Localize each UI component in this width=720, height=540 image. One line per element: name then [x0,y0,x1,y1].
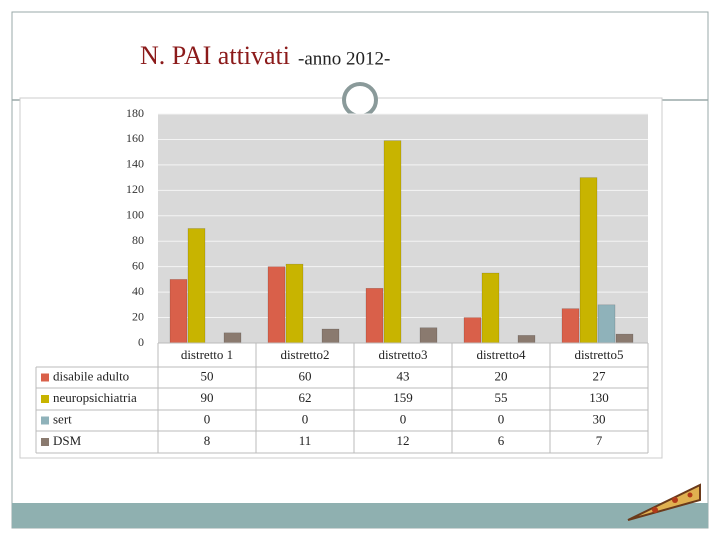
footer-bar [12,503,708,528]
pizza-icon [627,483,701,521]
bar [463,317,482,344]
x-tick-label: distretto4 [476,347,526,362]
bar [169,279,188,344]
table-value: 130 [589,390,609,405]
bar [383,140,402,344]
y-tick-label: 180 [126,106,144,120]
plot-area [158,114,648,343]
table-value: 12 [397,433,410,448]
y-tick-label: 160 [126,131,144,145]
legend-label: neuropsichiatria [53,390,137,405]
table-value: 90 [201,390,214,405]
y-tick-label: 140 [126,157,144,171]
y-tick-label: 60 [132,258,144,272]
legend-label: disabile adulto [53,368,129,383]
table-value: 55 [495,390,508,405]
bar [365,288,384,344]
x-tick-label: distretto5 [574,347,623,362]
y-tick-label: 100 [126,208,144,222]
bar [285,263,304,344]
table-value: 6 [498,433,505,448]
bar [579,177,598,344]
table-value: 159 [393,390,413,405]
bar [187,228,206,344]
table-value: 7 [596,433,603,448]
table-value: 8 [204,433,211,448]
bar [481,272,500,344]
legend-label: DSM [53,433,82,448]
y-tick-label: 20 [132,309,144,323]
y-tick-label: 0 [138,335,144,349]
chart-subtitle: -anno 2012- [298,48,390,69]
bar [615,333,634,344]
bar [517,335,536,344]
x-tick-label: distretto 1 [181,347,233,362]
y-tick-label: 40 [132,284,144,298]
bar [561,308,580,344]
legend-swatch [41,438,49,446]
table-value: 30 [593,411,606,426]
legend-swatch [41,395,49,403]
table-value: 0 [204,411,211,426]
table-value: 0 [302,411,309,426]
bar [321,328,340,344]
x-tick-label: distretto3 [378,347,427,362]
table-value: 0 [400,411,407,426]
chart-title: N. PAI attivati [140,41,290,70]
table-value: 11 [299,433,312,448]
y-tick-label: 80 [132,233,144,247]
x-tick-label: distretto2 [280,347,329,362]
table-value: 20 [495,368,508,383]
bar [267,266,286,344]
table-value: 43 [397,368,410,383]
bar [597,304,616,344]
y-tick-label: 120 [126,182,144,196]
legend-swatch [41,373,49,382]
table-value: 27 [593,368,607,383]
table-value: 60 [299,368,312,383]
table-value: 50 [201,368,214,383]
bar [223,332,242,344]
legend-label: sert [53,411,72,426]
table-value: 0 [498,411,505,426]
bar [419,327,438,344]
legend-swatch [41,416,49,425]
table-value: 62 [299,390,312,405]
divider-ornament [342,82,378,118]
